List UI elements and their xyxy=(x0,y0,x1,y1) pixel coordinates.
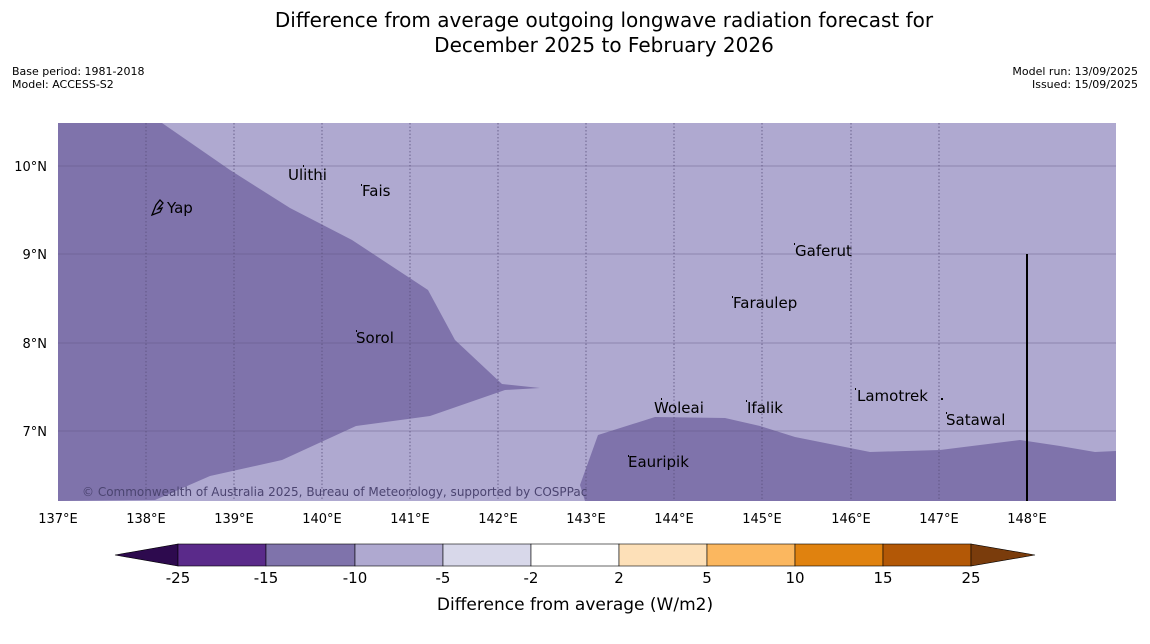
colorbar-tick: -15 xyxy=(254,569,279,587)
lon-label-143e: 143°E xyxy=(566,512,606,527)
colorbar-segment-7 xyxy=(706,543,796,567)
place-label-sorol: Sorol xyxy=(356,329,394,347)
colorbar-tick: -5 xyxy=(436,569,451,587)
copyright-text: © Commonwealth of Australia 2025, Bureau… xyxy=(82,485,587,499)
place-label-satawal: Satawal xyxy=(946,411,1005,429)
model-text: Model: ACCESS-S2 xyxy=(12,78,114,91)
lon-label-140e: 140°E xyxy=(302,512,342,527)
colorbar-tick: 2 xyxy=(614,569,624,587)
title-line-1: Difference from average outgoing longwav… xyxy=(274,8,934,32)
colorbar-tick: -25 xyxy=(166,569,191,587)
colorbar-label: Difference from average (W/m2) xyxy=(437,595,713,615)
lon-label-137e: 137°E xyxy=(38,512,78,527)
colorbar-tick: 15 xyxy=(873,569,892,587)
lon-label-146e: 146°E xyxy=(831,512,871,527)
lat-label-10n: 10°N xyxy=(14,160,47,175)
place-label-gaferut: Gaferut xyxy=(795,242,852,260)
colorbar-segment-8 xyxy=(794,543,884,567)
lon-label-145e: 145°E xyxy=(742,512,782,527)
colorbar-arrow-low xyxy=(114,543,179,567)
place-label-ifalik: Ifalik xyxy=(747,399,783,417)
anomaly-region-southeast xyxy=(580,417,1116,501)
lon-label-148e: 148°E xyxy=(1007,512,1047,527)
lon-label-138e: 138°E xyxy=(126,512,166,527)
place-label-lamotrek: Lamotrek xyxy=(857,387,928,405)
title-line-2: December 2025 to February 2026 xyxy=(434,33,774,57)
lat-label-8n: 8°N xyxy=(23,337,48,352)
map-title: Difference from average outgoing longwav… xyxy=(0,8,1150,58)
island-markers xyxy=(303,165,947,457)
lat-label-7n: 7°N xyxy=(23,425,48,440)
place-label-yap: Yap xyxy=(166,199,193,217)
place-label-ulithi: Ulithi xyxy=(288,166,327,184)
colorbar xyxy=(114,543,1036,567)
longitude-gridlines xyxy=(145,123,940,501)
lat-label-9n: 9°N xyxy=(23,248,48,263)
colorbar-tick: 5 xyxy=(702,569,712,587)
colorbar-segment-9 xyxy=(882,543,972,567)
colorbar-tick: 10 xyxy=(785,569,804,587)
colorbar-tick: 25 xyxy=(961,569,980,587)
lon-label-147e: 147°E xyxy=(919,512,959,527)
colorbar-segment-5 xyxy=(530,543,620,567)
colorbar-tick: -10 xyxy=(343,569,368,587)
place-label-fais: Fais xyxy=(362,182,391,200)
colorbar-segment-4 xyxy=(442,543,532,567)
lon-label-141e: 141°E xyxy=(390,512,430,527)
colorbar-tick: -2 xyxy=(524,569,539,587)
lon-label-139e: 139°E xyxy=(214,512,254,527)
model-run-text: Model run: 13/09/2025 xyxy=(1012,65,1138,78)
issued-text: Issued: 15/09/2025 xyxy=(1031,78,1138,91)
colorbar-segment-2 xyxy=(265,543,356,567)
colorbar-segment-3 xyxy=(354,543,444,567)
lon-label-144e: 144°E xyxy=(654,512,694,527)
anomaly-region-west xyxy=(58,123,540,501)
lon-label-142e: 142°E xyxy=(478,512,518,527)
meta-info-left: Base period: 1981-2018 Model: ACCESS-S2 xyxy=(12,65,144,91)
colorbar-segment-6 xyxy=(618,543,708,567)
base-period-text: Base period: 1981-2018 xyxy=(12,65,145,78)
latitude-gridlines xyxy=(58,165,1116,432)
yap-island-icon xyxy=(150,199,164,217)
meta-info-right: Model run: 13/09/2025 Issued: 15/09/2025 xyxy=(1012,65,1138,91)
place-label-eauripik: Eauripik xyxy=(628,453,689,471)
place-label-faraulep: Faraulep xyxy=(733,294,797,312)
colorbar-arrow-high xyxy=(970,543,1036,567)
place-label-woleai: Woleai xyxy=(654,399,704,417)
colorbar-segment-1 xyxy=(177,543,267,567)
